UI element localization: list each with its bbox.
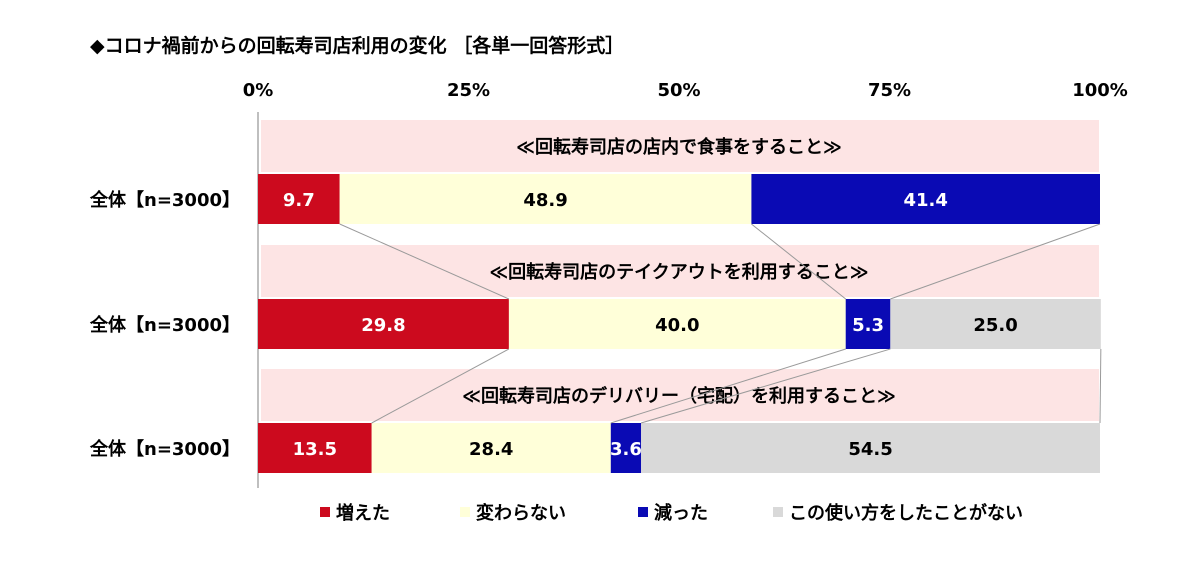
legend-label: 増えた: [336, 502, 390, 524]
bar-segment: [508, 299, 846, 349]
x-tick-label: 100%: [1072, 80, 1128, 101]
bar-segment: [751, 174, 1100, 224]
section-band: [261, 120, 1099, 172]
category-label: 全体【n=3000】: [89, 438, 240, 460]
x-tick-label: 50%: [657, 80, 700, 101]
series-connector-line: [371, 348, 510, 424]
x-tick-label: 75%: [868, 80, 911, 101]
plot-area: 0% 25% 50% 75% 100% ≪回転寿司店の店内で食事をすること≫ 全体【n=30…: [89, 80, 1128, 524]
x-tick-label: 0%: [243, 80, 274, 101]
legend-swatch: [638, 507, 648, 517]
category-label: 全体【n=3000】: [89, 314, 240, 336]
chart-title: ◆コロナ禍前からの回転寿司店利用の変化 ［各単一回答形式］: [90, 34, 624, 57]
series-connector-line: [1099, 348, 1102, 424]
data-label: 9.7: [283, 190, 315, 211]
data-label: 48.9: [523, 190, 567, 211]
section-band: [261, 245, 1099, 297]
data-label: 54.5: [848, 439, 892, 460]
series-connector-line: [610, 348, 846, 424]
bar-segment: [258, 423, 372, 473]
data-label: 13.5: [293, 439, 337, 460]
legend-swatch: [773, 507, 783, 517]
bar-segment: [339, 174, 752, 224]
category-label: 全体【n=3000】: [89, 189, 240, 211]
bar-segment: [258, 299, 509, 349]
series-connector-line: [339, 223, 510, 300]
x-tick-label: 25%: [447, 80, 490, 101]
legend-swatch: [460, 507, 470, 517]
data-label: 28.4: [469, 439, 513, 460]
series-connector-line: [640, 348, 891, 424]
bar-segment: [845, 299, 891, 349]
bar-segment: [641, 423, 1100, 473]
section-label: ≪回転寿司店の店内で食事をすること≫: [516, 136, 842, 158]
data-label: 40.0: [655, 315, 699, 336]
bar-segment: [258, 174, 340, 224]
data-label: 25.0: [973, 315, 1017, 336]
data-label: 5.3: [852, 315, 884, 336]
bar-segment: [610, 423, 642, 473]
section-label: ≪回転寿司店のテイクアウトを利用すること≫: [489, 261, 868, 283]
legend-label: この使い方をしたことがない: [789, 502, 1023, 524]
bar-segment: [371, 423, 611, 473]
data-label: 3.6: [610, 439, 642, 460]
section-band: [261, 369, 1099, 421]
bar-segment: [890, 299, 1101, 349]
legend-swatch: [320, 507, 330, 517]
data-label: 41.4: [903, 190, 947, 211]
series-connector-line: [751, 223, 847, 300]
legend-label: 減った: [654, 502, 708, 524]
series-connector-line: [890, 223, 1101, 300]
data-label: 29.8: [361, 315, 405, 336]
section-label: ≪回転寿司店のデリバリー（宅配）を利用すること≫: [462, 385, 896, 407]
legend-label: 変わらない: [476, 502, 566, 524]
